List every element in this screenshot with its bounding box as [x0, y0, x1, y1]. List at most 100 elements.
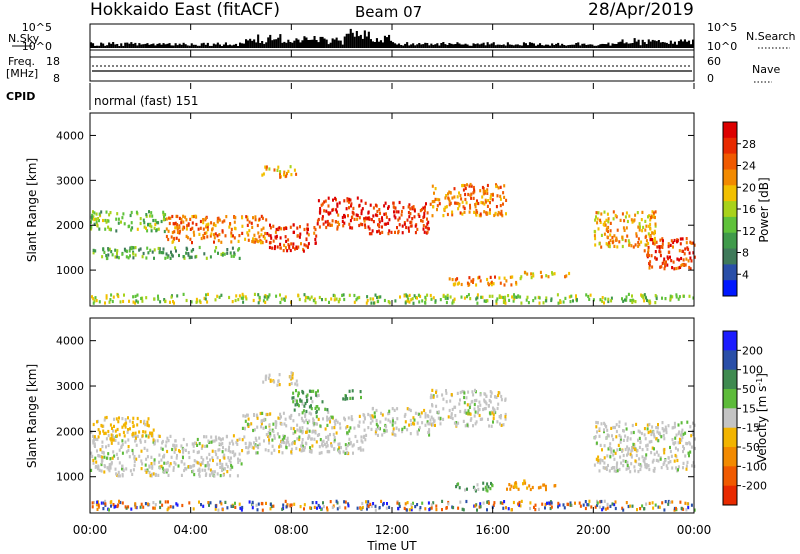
heatmap-cell	[316, 219, 319, 223]
heatmap-cell	[283, 440, 285, 445]
nsky-bar	[470, 45, 473, 48]
heatmap-cell	[314, 301, 317, 305]
nsky-bar	[597, 45, 600, 48]
nave-tick-high: 60	[707, 55, 721, 68]
heatmap-cell	[157, 246, 160, 251]
heatmap-cell	[418, 214, 421, 218]
heatmap-cell	[287, 238, 290, 242]
heatmap-cell	[126, 430, 129, 434]
heatmap-cell	[92, 461, 95, 465]
heatmap-cell	[393, 206, 396, 210]
heatmap-cell	[421, 421, 424, 425]
heatmap-cell	[479, 279, 482, 283]
heatmap-cell	[422, 215, 425, 219]
heatmap-cell	[439, 422, 442, 426]
heatmap-cell	[422, 227, 425, 231]
heatmap-cell	[144, 502, 147, 506]
heatmap-cell	[310, 450, 313, 454]
heatmap-cell	[333, 438, 336, 442]
heatmap-cell	[650, 439, 653, 444]
heatmap-cell	[132, 416, 135, 420]
heatmap-cell	[654, 239, 657, 243]
heatmap-cell	[336, 204, 339, 208]
heatmap-cell	[266, 232, 269, 236]
heatmap-cell	[416, 503, 419, 507]
heatmap-cell	[645, 296, 647, 300]
nsky-bar	[657, 40, 660, 48]
heatmap-cell	[226, 470, 229, 474]
heatmap-cell	[410, 422, 413, 426]
heatmap-cell	[110, 293, 113, 297]
heatmap-cell	[181, 227, 184, 231]
heatmap-cell	[316, 422, 318, 426]
heatmap-cell	[279, 236, 282, 240]
heatmap-cell	[396, 417, 399, 421]
heatmap-cell	[595, 420, 598, 425]
y-tick-label: 2000	[56, 425, 84, 438]
heatmap-cell	[318, 433, 321, 437]
heatmap-cell	[498, 295, 501, 299]
heatmap-cell	[192, 464, 195, 468]
heatmap-cell	[477, 411, 479, 415]
nsky-bar	[599, 44, 602, 48]
nsky-bar	[363, 30, 366, 48]
heatmap-cell	[220, 438, 223, 442]
heatmap-cell	[681, 435, 684, 440]
heatmap-cell	[643, 299, 646, 303]
heatmap-cell	[337, 220, 340, 224]
heatmap-cell	[469, 297, 472, 301]
heatmap-cell	[582, 503, 585, 507]
heatmap-cell	[643, 457, 646, 461]
heatmap-cell	[219, 461, 222, 465]
heatmap-cell	[349, 198, 352, 202]
heatmap-cell	[615, 236, 618, 240]
heatmap-cell	[595, 457, 598, 461]
heatmap-cell	[626, 234, 629, 238]
heatmap-cell	[365, 217, 368, 221]
nsky-bar	[263, 43, 266, 48]
heatmap-cell	[662, 260, 665, 264]
heatmap-cell	[127, 445, 130, 449]
heatmap-cell	[649, 227, 652, 231]
heatmap-cell	[327, 410, 330, 414]
heatmap-cell	[98, 454, 101, 458]
heatmap-cell	[128, 419, 131, 423]
heatmap-cell	[635, 234, 638, 238]
heatmap-cell	[224, 500, 227, 504]
heatmap-cell	[129, 246, 132, 250]
heatmap-cell	[352, 206, 355, 210]
nsky-bar	[160, 44, 163, 48]
heatmap-cell	[170, 455, 173, 459]
heatmap-cell	[330, 415, 333, 419]
heatmap-cell	[664, 458, 667, 463]
heatmap-cell	[261, 411, 264, 415]
heatmap-cell	[121, 442, 124, 447]
heatmap-cell	[624, 215, 627, 219]
heatmap-cell	[670, 259, 673, 263]
heatmap-cell	[300, 242, 302, 246]
heatmap-cell	[150, 225, 153, 229]
heatmap-cell	[626, 445, 629, 449]
heatmap-cell	[323, 209, 326, 213]
nsky-bar	[416, 44, 419, 48]
heatmap-cell	[634, 300, 637, 304]
heatmap-cell	[416, 227, 419, 231]
heatmap-cell	[166, 460, 169, 465]
heatmap-cell	[298, 448, 301, 452]
heatmap-cell	[497, 186, 500, 190]
nsky-bar	[545, 44, 548, 48]
heatmap-cell	[271, 438, 274, 442]
heatmap-cell	[270, 504, 273, 509]
heatmap-cell	[596, 430, 598, 434]
heatmap-cell	[234, 216, 237, 220]
heatmap-cell	[661, 245, 664, 249]
heatmap-cell	[228, 441, 231, 445]
heatmap-cell	[301, 426, 304, 430]
heatmap-cell	[619, 218, 622, 222]
heatmap-cell	[218, 442, 221, 446]
heatmap-cell	[496, 194, 499, 198]
heatmap-cell	[610, 466, 613, 470]
heatmap-cell	[104, 218, 107, 223]
heatmap-cell	[301, 419, 304, 423]
colorbar-swatch	[723, 280, 737, 297]
